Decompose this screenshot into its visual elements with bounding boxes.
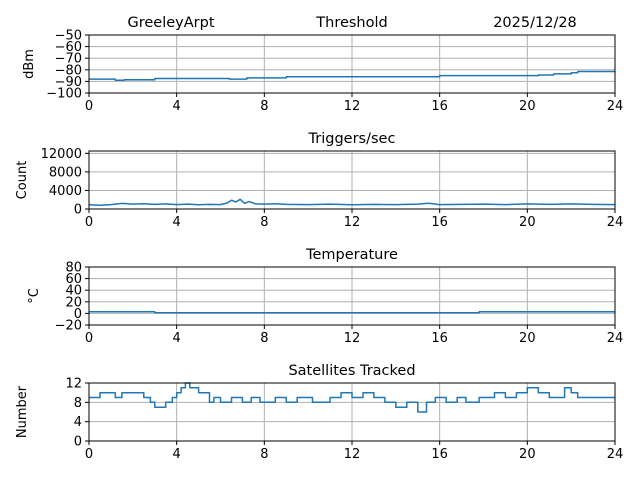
threshold-y-tick-label: −100: [46, 87, 82, 102]
threshold-title: Threshold: [315, 15, 387, 31]
satellites-x-tick-label: 16: [431, 447, 448, 462]
threshold-x-tick-label: 4: [173, 99, 181, 114]
temperature-y-tick-label: 80: [65, 261, 82, 276]
threshold-x-tick-label: 16: [431, 99, 448, 114]
temperature-series-line: [89, 310, 615, 314]
triggers-title: Triggers/sec: [308, 131, 396, 147]
satellites-x-tick-label: 4: [173, 447, 181, 462]
temperature-title: Temperature: [305, 247, 398, 263]
temperature-x-tick-label: 12: [344, 331, 361, 346]
threshold-y-tick-label: −50: [55, 29, 82, 44]
triggers-x-tick-label: 12: [344, 215, 361, 230]
panel-satellites: 0 4 8 12 16 20 24 0 4 8 12 Satellites Tracked Number: [15, 363, 623, 462]
triggers-y-tick-label: 4000: [49, 184, 82, 199]
threshold-y-tick-label: −80: [55, 63, 82, 78]
threshold-x-tick-label: 8: [260, 99, 268, 114]
satellites-x-tick-label: 8: [260, 447, 268, 462]
threshold-x-tick-label: 0: [85, 99, 93, 114]
satellites-y-axis-label: Number: [15, 385, 30, 438]
satellites-x-tick-label: 12: [344, 447, 361, 462]
satellites-title: Satellites Tracked: [288, 363, 415, 379]
satellites-series-line: [89, 382, 615, 413]
satellites-y-tick-label: 0: [74, 435, 82, 450]
satellites-y-tick-label: 12: [65, 377, 82, 392]
satellites-x-tick-label: 20: [519, 447, 536, 462]
panel-threshold: 0 4 8 12 16 20 24 −100−90−80−70−60−50 Threshold d…: [22, 15, 623, 114]
temperature-x-tick-label: 24: [607, 331, 624, 346]
triggers-x-tick-label: 16: [431, 215, 448, 230]
triggers-x-tick-label: 4: [173, 215, 181, 230]
triggers-series-line: [88, 198, 616, 207]
satellites-x-tick-label: 0: [85, 447, 93, 462]
temperature-x-tick-label: 20: [519, 331, 536, 346]
triggers-y-tick-label: 12000: [41, 147, 82, 162]
triggers-y-tick-label: 0: [74, 203, 82, 218]
satellites-y-tick-label: 4: [74, 415, 82, 430]
temperature-x-tick-label: 0: [85, 331, 93, 346]
temperature-y-tick-label: 40: [65, 284, 82, 299]
triggers-x-tick-label: 20: [519, 215, 536, 230]
threshold-x-tick-label: 20: [519, 99, 536, 114]
station-name: GreeleyArpt: [127, 15, 214, 31]
threshold-x-tick-label: 12: [344, 99, 361, 114]
temperature-x-tick-label: 4: [173, 331, 181, 346]
chart-panels: 0 4 8 12 16 20 24 −100−90−80−70−60−50 Threshold d…: [15, 15, 623, 462]
satellites-x-tick-label: 24: [607, 447, 624, 462]
temperature-x-tick-label: 16: [431, 331, 448, 346]
temperature-x-tick-label: 8: [260, 331, 268, 346]
threshold-y-tick-label: −60: [55, 40, 82, 55]
threshold-y-axis-label: dBm: [22, 49, 37, 79]
triggers-x-tick-label: 0: [85, 215, 93, 230]
temperature-y-tick-label: 0: [74, 307, 82, 322]
triggers-y-tick-label: 8000: [49, 165, 82, 180]
threshold-series-line: [89, 70, 615, 81]
temperature-y-tick-label: −20: [55, 319, 82, 334]
temperature-y-tick-label: 60: [65, 272, 82, 287]
triggers-x-tick-label: 24: [607, 215, 624, 230]
threshold-y-tick-label: −90: [55, 75, 82, 90]
satellites-y-tick-label: 8: [74, 396, 82, 411]
date-label: 2025/12/28: [493, 15, 577, 31]
temperature-y-axis-label: °C: [27, 288, 42, 304]
temperature-y-tick-label: 20: [65, 295, 82, 310]
threshold-x-tick-label: 24: [607, 99, 624, 114]
triggers-x-tick-label: 8: [260, 215, 268, 230]
panel-triggers: 0 4 8 12 16 20 24 0 4000 8000 12000 Triggers/sec Cou…: [15, 131, 623, 230]
threshold-y-tick-label: −70: [55, 52, 82, 67]
triggers-y-axis-label: Count: [15, 161, 30, 200]
